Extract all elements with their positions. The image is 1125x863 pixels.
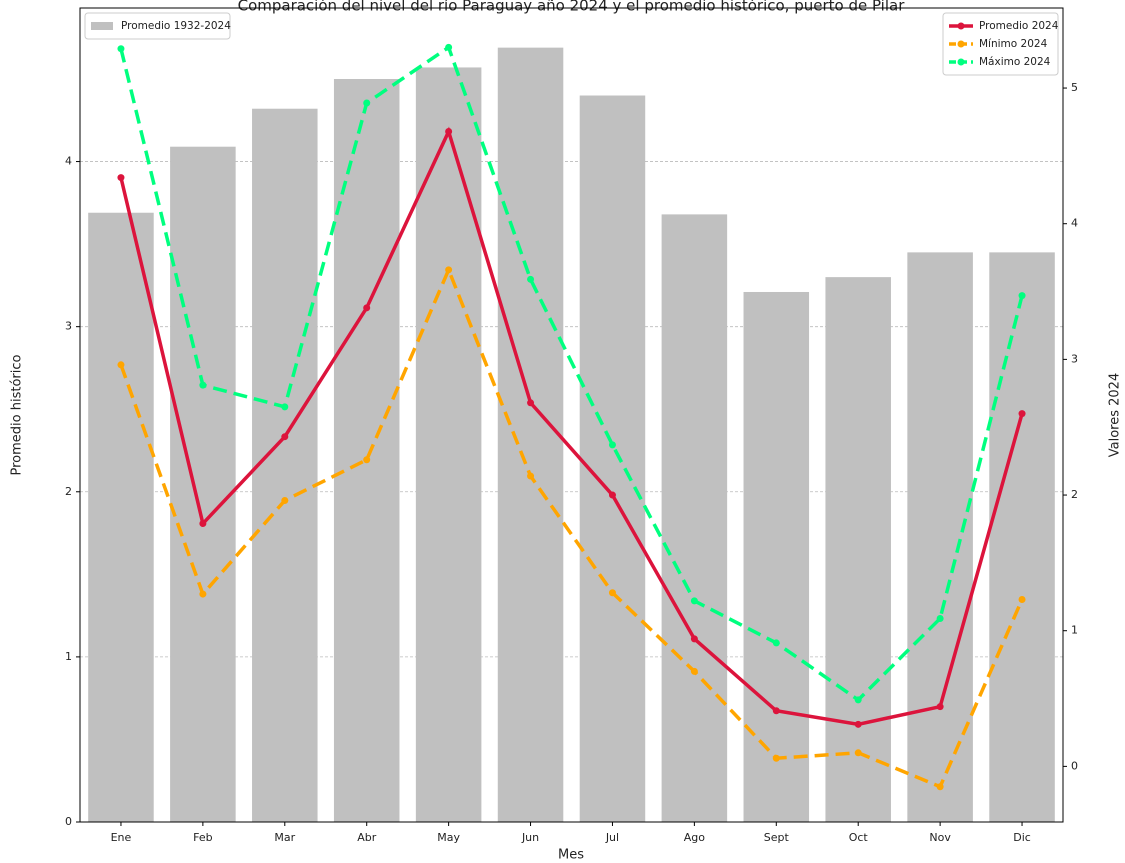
- bar: [170, 146, 236, 822]
- marker: [772, 754, 780, 762]
- line: [119, 126, 1024, 727]
- legend-label: Promedio 2024: [979, 20, 1059, 32]
- marker: [690, 667, 698, 675]
- bar: [333, 78, 400, 822]
- x-tick-label: Sept: [764, 831, 790, 844]
- marker: [854, 696, 862, 704]
- marker: [445, 266, 453, 274]
- marker: [936, 783, 944, 791]
- bar: [88, 212, 154, 822]
- marker: [690, 597, 698, 605]
- y-tick-label: 0: [65, 815, 72, 828]
- marker: [117, 45, 125, 53]
- line: [119, 44, 1024, 703]
- marker: [936, 703, 944, 711]
- x-tick-label: Ene: [111, 831, 132, 844]
- bar: [989, 252, 1055, 822]
- legend: Promedio 2024 Mínimo 2024 Máximo 2024: [942, 12, 1059, 76]
- y2-tick-label: 3: [1071, 352, 1078, 365]
- marker: [199, 520, 207, 528]
- marker: [854, 720, 862, 728]
- legend-swatch: [91, 22, 113, 30]
- marker: [608, 491, 616, 499]
- y2-tick-label: 0: [1071, 759, 1078, 772]
- line: [119, 265, 1024, 789]
- x-tick-label: Nov: [929, 831, 951, 844]
- x-tick-label: Ago: [684, 831, 706, 844]
- x-tick-label: Jul: [605, 831, 619, 844]
- y2-tick-label: 1: [1071, 624, 1078, 637]
- x-tick-label: Dic: [1013, 831, 1031, 844]
- marker: [363, 99, 371, 107]
- y2-tick-label: 4: [1071, 217, 1078, 230]
- marker: [363, 456, 371, 464]
- marker: [1018, 410, 1026, 418]
- marker: [199, 381, 207, 389]
- x-tick-label: May: [437, 831, 460, 844]
- marker: [281, 403, 289, 411]
- marker: [772, 707, 780, 715]
- marker: [608, 589, 616, 597]
- marker: [363, 304, 371, 312]
- marker: [936, 615, 944, 622]
- legend: Promedio 1932-2024: [84, 12, 231, 40]
- legend-marker: [957, 40, 965, 48]
- marker: [281, 496, 289, 504]
- marker: [608, 441, 616, 449]
- legend-box: [84, 12, 231, 40]
- y2-tick-label: 2: [1071, 488, 1078, 501]
- x-axis-label: Mes: [558, 848, 584, 863]
- marker: [117, 174, 125, 182]
- legend-label: Máximo 2024: [979, 56, 1051, 68]
- bar: [497, 47, 564, 823]
- x-tick-label: Jun: [521, 831, 539, 844]
- x-tick-label: Mar: [274, 831, 295, 844]
- x-tick-label: Oct: [849, 831, 869, 844]
- y2-axis-label: Valores 2024: [1108, 373, 1123, 457]
- marker: [1018, 292, 1026, 300]
- marker: [772, 639, 780, 647]
- marker: [445, 127, 453, 135]
- bar: [252, 108, 318, 822]
- marker: [690, 635, 698, 643]
- marker: [445, 43, 453, 51]
- marker: [1018, 596, 1026, 604]
- marker: [117, 361, 125, 369]
- legend-marker: [957, 22, 965, 30]
- y-tick-label: 2: [65, 485, 72, 498]
- x-tick-label: Abr: [357, 831, 377, 844]
- x-tick-label: Feb: [193, 831, 212, 844]
- marker: [854, 749, 862, 757]
- y-tick-label: 4: [65, 155, 72, 168]
- bar: [661, 214, 728, 822]
- bar: [907, 252, 973, 822]
- legend-marker: [957, 58, 965, 66]
- chart-title: Comparación del nivel del río Paraguay a…: [238, 0, 906, 15]
- marker: [527, 275, 535, 283]
- plot-frame: [79, 7, 1064, 823]
- bar: [415, 67, 482, 822]
- marker: [527, 472, 535, 480]
- marker: [527, 399, 535, 407]
- y-axis-label: Promedio histórico: [10, 354, 25, 475]
- y-tick-label: 1: [65, 650, 72, 663]
- y2-tick-label: 5: [1071, 81, 1078, 94]
- legend-label: Mínimo 2024: [979, 38, 1048, 50]
- bar: [825, 277, 891, 822]
- y-tick-label: 3: [65, 320, 72, 333]
- marker: [199, 590, 207, 598]
- bar: [743, 291, 810, 822]
- legend-box: [942, 12, 1059, 76]
- legend-label: Promedio 1932-2024: [121, 20, 231, 32]
- bar: [579, 95, 646, 822]
- marker: [281, 433, 289, 441]
